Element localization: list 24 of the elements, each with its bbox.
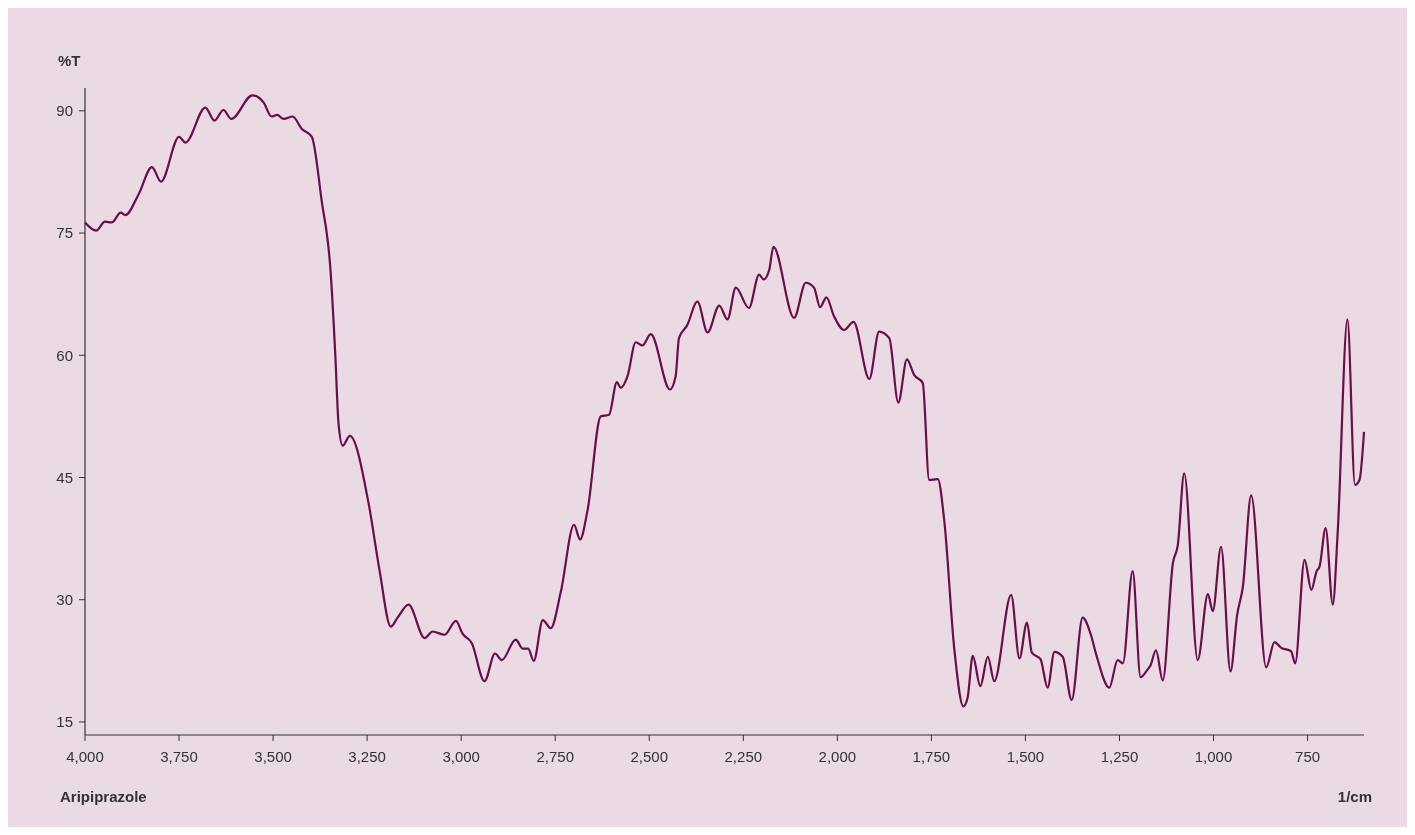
- x-tick-label: 2,000: [818, 748, 857, 765]
- y-tick-label: 30: [56, 590, 73, 608]
- x-tick-label: 3,000: [442, 748, 480, 765]
- y-tick-label: 90: [56, 102, 73, 120]
- x-tick-label: 750: [1295, 748, 1321, 765]
- x-tick-label: 4,000: [66, 748, 104, 765]
- x-tick-label: 2,750: [536, 748, 574, 765]
- y-tick-label: 45: [56, 468, 73, 486]
- x-axis-title: 1/cm: [1337, 788, 1372, 805]
- x-tick-label: 1,500: [1006, 748, 1045, 765]
- text: Aripiprazole: [60, 788, 147, 805]
- y-tick-label: 60: [56, 346, 73, 364]
- x-tick-label: 1,750: [912, 748, 951, 765]
- y-tick-label: 75: [56, 224, 73, 242]
- x-tick-label: 3,750: [160, 748, 198, 765]
- x-tick-label: 2,250: [724, 748, 763, 765]
- x-tick-label: 2,500: [630, 748, 669, 765]
- x-tick-label: 1,250: [1100, 748, 1139, 765]
- y-tick-label: 15: [56, 713, 73, 731]
- x-tick-label: 1,000: [1194, 748, 1233, 765]
- y-axis-title: %T: [58, 52, 81, 69]
- x-tick-label: 3,250: [348, 748, 386, 765]
- x-tick-label: 3,500: [254, 748, 292, 765]
- line-series: [83, 94, 1366, 708]
